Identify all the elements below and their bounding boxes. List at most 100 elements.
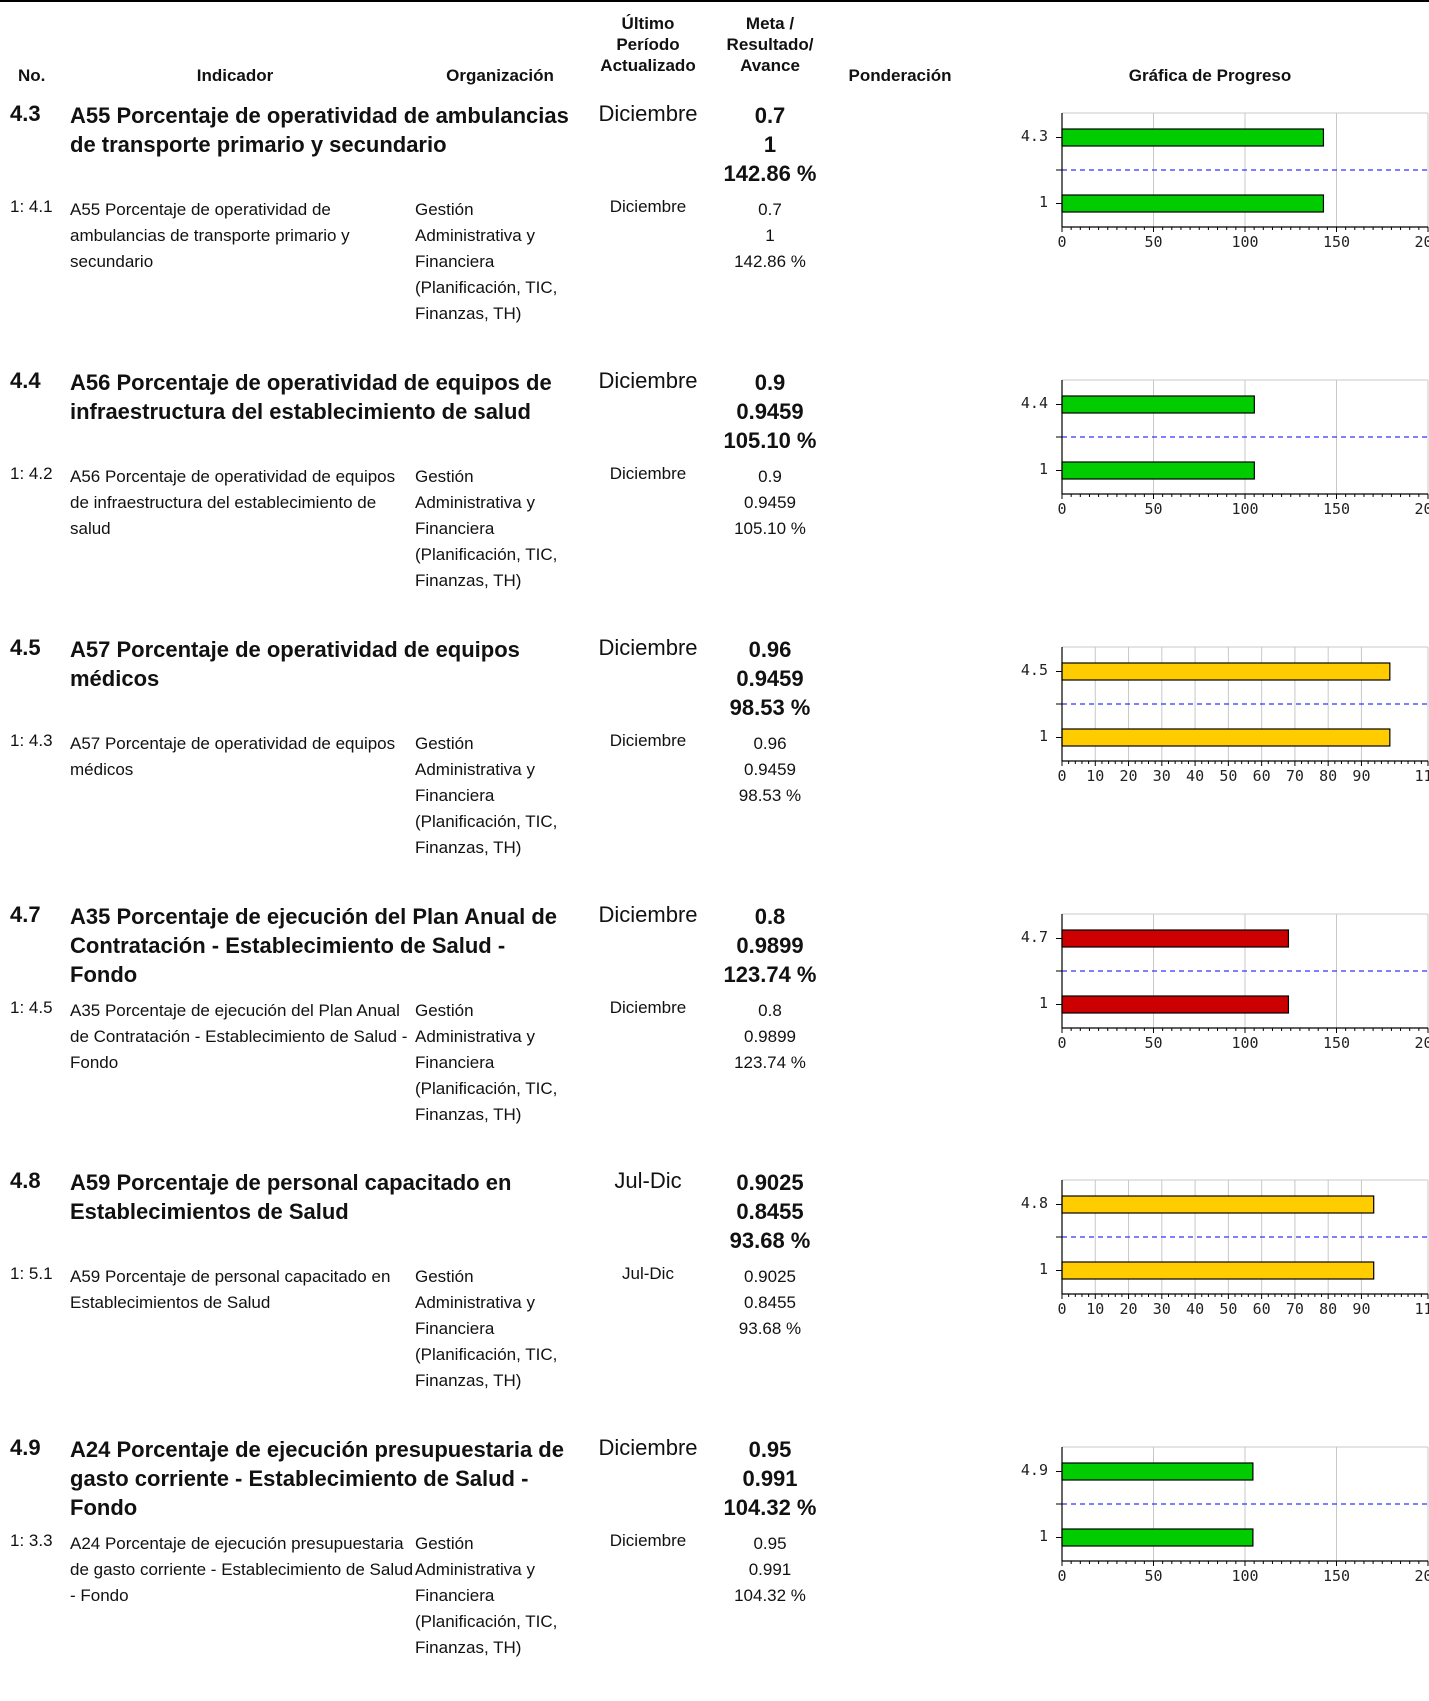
indicator-avance: 104.32 % [723, 1495, 817, 1520]
sub-indicator-values: 0.8 0.9899 123.74 % [705, 998, 835, 1076]
sub-indicator-avance: 93.68 % [738, 1319, 802, 1338]
sub-indicator-meta: 0.9 [758, 467, 782, 486]
indicator-row: 4.3 A55 Porcentaje de operatividad de am… [0, 101, 1429, 367]
header-periodo-line2: Período [616, 35, 680, 54]
indicator-period: Diciembre [598, 368, 698, 393]
y-tick-label: 1 [1039, 1527, 1048, 1545]
x-tick-label: 150 [1323, 1567, 1350, 1585]
sub-indicator-period: Diciembre [609, 197, 687, 216]
sub-indicator-resultado: 0.8455 [744, 1293, 796, 1312]
bar [1061, 995, 1290, 1014]
indicator-period: Diciembre [598, 1435, 698, 1460]
indicator-values: 0.9 0.9459 105.10 % [705, 368, 835, 455]
y-tick-label: 4.9 [1021, 1461, 1048, 1479]
x-tick-label: 150 [1323, 233, 1350, 251]
sub-indicator-number: 1: 4.2 [10, 464, 53, 483]
sub-indicator-resultado: 0.9459 [744, 760, 796, 779]
indicator-number: 4.5 [10, 635, 41, 660]
progress-chart-svg: 4.7 1 0 50 100 150 200 [1021, 913, 1429, 1052]
header-grafica: Gráfica de Progreso [1128, 66, 1292, 85]
progress-chart: 4.510102030405060708090110 [1010, 643, 1429, 793]
x-tick-label: 60 [1253, 1300, 1271, 1318]
sub-indicator-title: A56 Porcentaje de operatividad de equipo… [70, 467, 396, 538]
indicator-period: Diciembre [598, 101, 698, 126]
header-meta-line1: Meta / [745, 14, 795, 33]
indicator-meta: 0.9 [754, 370, 786, 395]
indicator-avance: 105.10 % [723, 428, 817, 453]
indicator-avance: 123.74 % [723, 962, 817, 987]
indicator-title: A59 Porcentaje de personal capacitado en… [70, 1170, 512, 1224]
bar [1061, 128, 1325, 147]
sub-indicator-period: Diciembre [609, 464, 687, 483]
x-tick-label: 90 [1352, 1300, 1370, 1318]
x-tick-label: 80 [1319, 767, 1337, 785]
indicator-title: A57 Porcentaje de operatividad de equipo… [70, 637, 520, 691]
x-tick-label: 70 [1286, 767, 1304, 785]
sub-indicator-number: 1: 4.3 [10, 731, 53, 750]
x-tick-label: 20 [1120, 767, 1138, 785]
indicator-number: 4.8 [10, 1168, 41, 1193]
indicator-values: 0.8 0.9899 123.74 % [705, 902, 835, 989]
sub-indicator-organization: Gestión Administrativa y Financiera (Pla… [415, 734, 558, 857]
indicator-number: 4.3 [10, 101, 41, 126]
progress-chart: 4.4 1 0 50 100 150 200 [1010, 376, 1429, 526]
indicator-row: 4.7 A35 Porcentaje de ejecución del Plan… [0, 902, 1429, 1168]
x-tick-label: 50 [1144, 500, 1162, 518]
y-tick-label: 1 [1039, 1260, 1048, 1278]
indicator-row: 4.4 A56 Porcentaje de operatividad de eq… [0, 368, 1429, 634]
x-tick-label: 110 [1414, 1300, 1429, 1318]
progress-chart-svg: 4.9 1 0 50 100 150 200 [1021, 1446, 1429, 1585]
sub-indicator-period: Diciembre [609, 731, 687, 750]
x-tick-label: 40 [1186, 767, 1204, 785]
bar [1061, 461, 1255, 480]
sub-indicator-values: 0.95 0.991 104.32 % [705, 1531, 835, 1609]
x-tick-label: 200 [1414, 1567, 1429, 1585]
header-no: No. [18, 66, 46, 85]
y-tick-label: 4.7 [1021, 928, 1048, 946]
header-meta-line3: Avance [740, 56, 800, 75]
x-tick-label: 50 [1144, 1567, 1162, 1585]
sub-indicator-values: 0.7 1 142.86 % [705, 197, 835, 275]
x-tick-label: 0 [1057, 500, 1066, 518]
sub-indicator-resultado: 1 [765, 226, 775, 245]
sub-indicator-meta: 0.95 [753, 1534, 787, 1553]
top-rule [0, 0, 1429, 2]
sub-indicator-number: 1: 5.1 [10, 1264, 53, 1283]
indicator-title: A55 Porcentaje de operatividad de ambula… [70, 103, 569, 157]
sub-indicator-meta: 0.96 [753, 734, 787, 753]
indicator-meta: 0.96 [748, 637, 792, 662]
sub-indicator-title: A35 Porcentaje de ejecución del Plan Anu… [70, 1001, 408, 1072]
sub-indicator-period: Diciembre [609, 1531, 687, 1550]
sub-indicator-values: 0.9025 0.8455 93.68 % [705, 1264, 835, 1342]
y-tick-label: 1 [1039, 193, 1048, 211]
sub-indicator-organization: Gestión Administrativa y Financiera (Pla… [415, 200, 558, 323]
progress-chart-svg: 4.510102030405060708090110 [1021, 646, 1429, 785]
y-tick-label: 1 [1039, 994, 1048, 1012]
sub-indicator-title: A57 Porcentaje de operatividad de equipo… [70, 734, 396, 779]
x-tick-label: 0 [1057, 1567, 1066, 1585]
indicator-meta: 0.9025 [736, 1170, 804, 1195]
x-tick-label: 10 [1086, 767, 1104, 785]
sub-indicator-resultado: 0.9899 [744, 1027, 796, 1046]
sub-indicator-number: 1: 3.3 [10, 1531, 53, 1550]
indicator-resultado: 1 [763, 132, 777, 157]
sub-indicator-avance: 105.10 % [734, 519, 806, 538]
indicator-meta: 0.95 [748, 1437, 792, 1462]
sub-indicator-organization: Gestión Administrativa y Financiera (Pla… [415, 1267, 558, 1390]
sub-indicator-avance: 142.86 % [734, 252, 806, 271]
indicator-meta: 0.7 [754, 103, 786, 128]
sub-indicator-period: Diciembre [609, 998, 687, 1017]
indicator-resultado: 0.9459 [736, 666, 804, 691]
sub-indicator-avance: 104.32 % [734, 1586, 806, 1605]
progress-chart-svg: 4.3 1 0 50 100 150 200 [1021, 112, 1429, 251]
indicator-avance: 93.68 % [729, 1228, 811, 1253]
x-tick-label: 110 [1414, 767, 1429, 785]
bar [1061, 1261, 1375, 1280]
indicator-title: A56 Porcentaje de operatividad de equipo… [70, 370, 552, 424]
sub-indicator-number: 1: 4.5 [10, 998, 53, 1017]
x-tick-label: 100 [1231, 1034, 1258, 1052]
sub-indicator-meta: 0.7 [758, 200, 782, 219]
x-tick-label: 90 [1352, 767, 1370, 785]
indicator-resultado: 0.9899 [736, 933, 804, 958]
x-tick-label: 20 [1120, 1300, 1138, 1318]
